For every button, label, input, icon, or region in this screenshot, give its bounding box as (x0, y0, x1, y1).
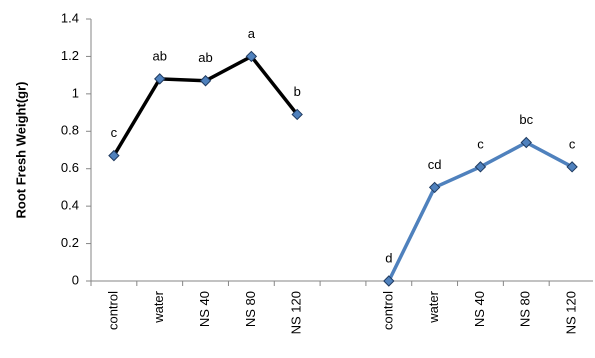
y-tick-label: 0.8 (61, 123, 79, 138)
data-label: c (111, 125, 118, 140)
y-tick-label: 0.6 (61, 160, 79, 175)
y-axis-title: Root Fresh Weight(gr) (13, 82, 28, 219)
x-tick-label: NS 80 (243, 291, 258, 327)
data-label: c (569, 136, 576, 151)
data-label: b (294, 84, 301, 99)
point-marker (474, 161, 487, 173)
point-marker (520, 136, 532, 149)
point-marker (199, 75, 212, 87)
data-label: ab (152, 48, 166, 63)
y-tick-label: 0.4 (61, 198, 79, 213)
point-marker (566, 161, 578, 173)
point-marker (291, 108, 303, 121)
y-tick-label: 1 (72, 85, 79, 100)
data-label: cd (428, 157, 442, 172)
x-tick-label: control (380, 291, 395, 330)
x-tick-label: NS 120 (289, 291, 304, 334)
y-tick-label: 1.4 (61, 10, 79, 25)
x-tick-label: NS 40 (472, 291, 487, 327)
data-label: d (385, 250, 392, 265)
x-tick-label: water (151, 290, 166, 323)
data-label: a (248, 26, 256, 41)
y-tick-label: 0.2 (61, 235, 79, 250)
x-tick-label: water (426, 290, 441, 323)
data-label: ab (198, 50, 212, 65)
point-marker (154, 73, 166, 85)
data-label: c (477, 136, 484, 151)
y-tick-label: 0 (72, 272, 79, 287)
y-tick-label: 1.2 (61, 48, 79, 63)
x-tick-label: NS 40 (197, 291, 212, 327)
point-marker (245, 50, 258, 63)
point-marker (428, 181, 441, 194)
x-tick-label: control (105, 291, 120, 330)
series-line (112, 54, 299, 157)
data-label: bc (519, 112, 533, 127)
point-marker (108, 149, 120, 162)
x-tick-label: NS 80 (518, 291, 533, 327)
point-marker (383, 275, 395, 287)
x-tick-label: NS 120 (564, 291, 579, 334)
